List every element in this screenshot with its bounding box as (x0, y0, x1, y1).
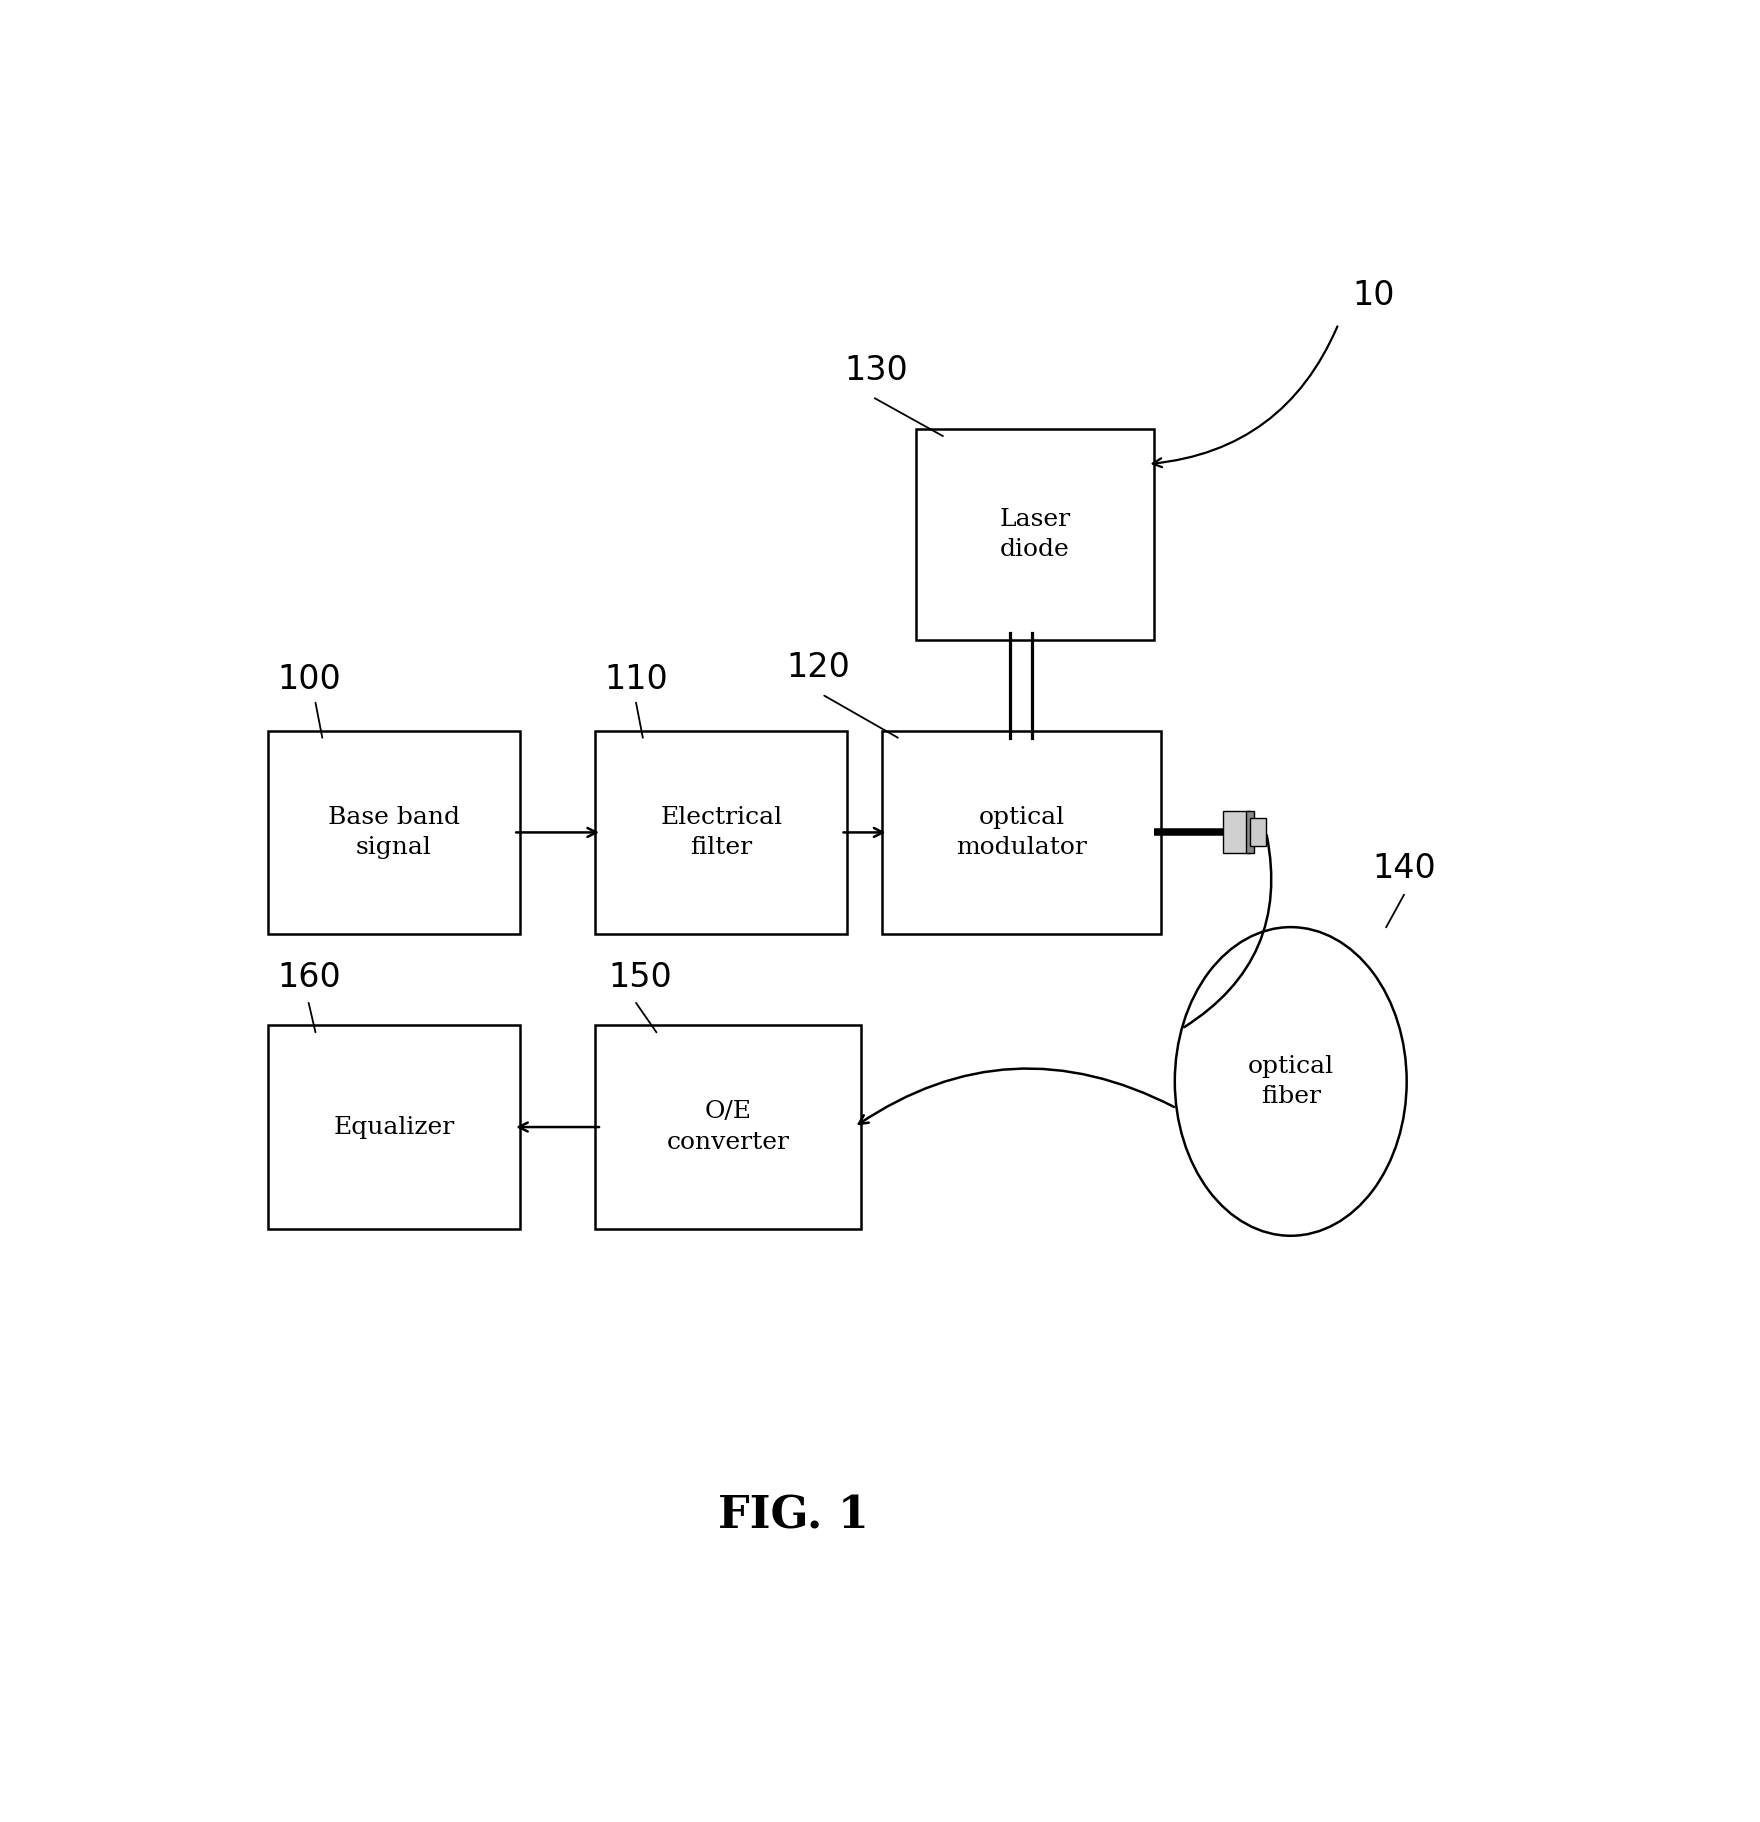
FancyBboxPatch shape (595, 1026, 861, 1228)
FancyBboxPatch shape (1223, 811, 1250, 853)
FancyBboxPatch shape (268, 1026, 521, 1228)
Text: Equalizer: Equalizer (333, 1115, 454, 1139)
Text: 140: 140 (1373, 853, 1436, 885)
FancyBboxPatch shape (915, 430, 1155, 640)
Text: 110: 110 (605, 663, 669, 696)
Text: O/E
converter: O/E converter (667, 1100, 790, 1153)
Text: Laser
diode: Laser diode (1000, 508, 1070, 561)
Text: 120: 120 (787, 652, 850, 685)
FancyBboxPatch shape (268, 731, 521, 935)
Text: optical
modulator: optical modulator (956, 805, 1086, 858)
Text: optical
fiber: optical fiber (1248, 1055, 1334, 1108)
Text: 150: 150 (609, 962, 672, 995)
Text: Electrical
filter: Electrical filter (660, 805, 783, 858)
FancyBboxPatch shape (882, 731, 1162, 935)
Text: 100: 100 (278, 663, 341, 696)
FancyBboxPatch shape (595, 731, 848, 935)
Text: 10: 10 (1352, 279, 1394, 312)
FancyBboxPatch shape (1250, 818, 1265, 845)
Text: FIG. 1: FIG. 1 (718, 1494, 868, 1538)
Text: 130: 130 (845, 353, 908, 386)
Text: 160: 160 (278, 962, 341, 995)
Ellipse shape (1176, 927, 1406, 1235)
FancyBboxPatch shape (1246, 811, 1253, 853)
Text: Base band
signal: Base band signal (327, 805, 459, 858)
